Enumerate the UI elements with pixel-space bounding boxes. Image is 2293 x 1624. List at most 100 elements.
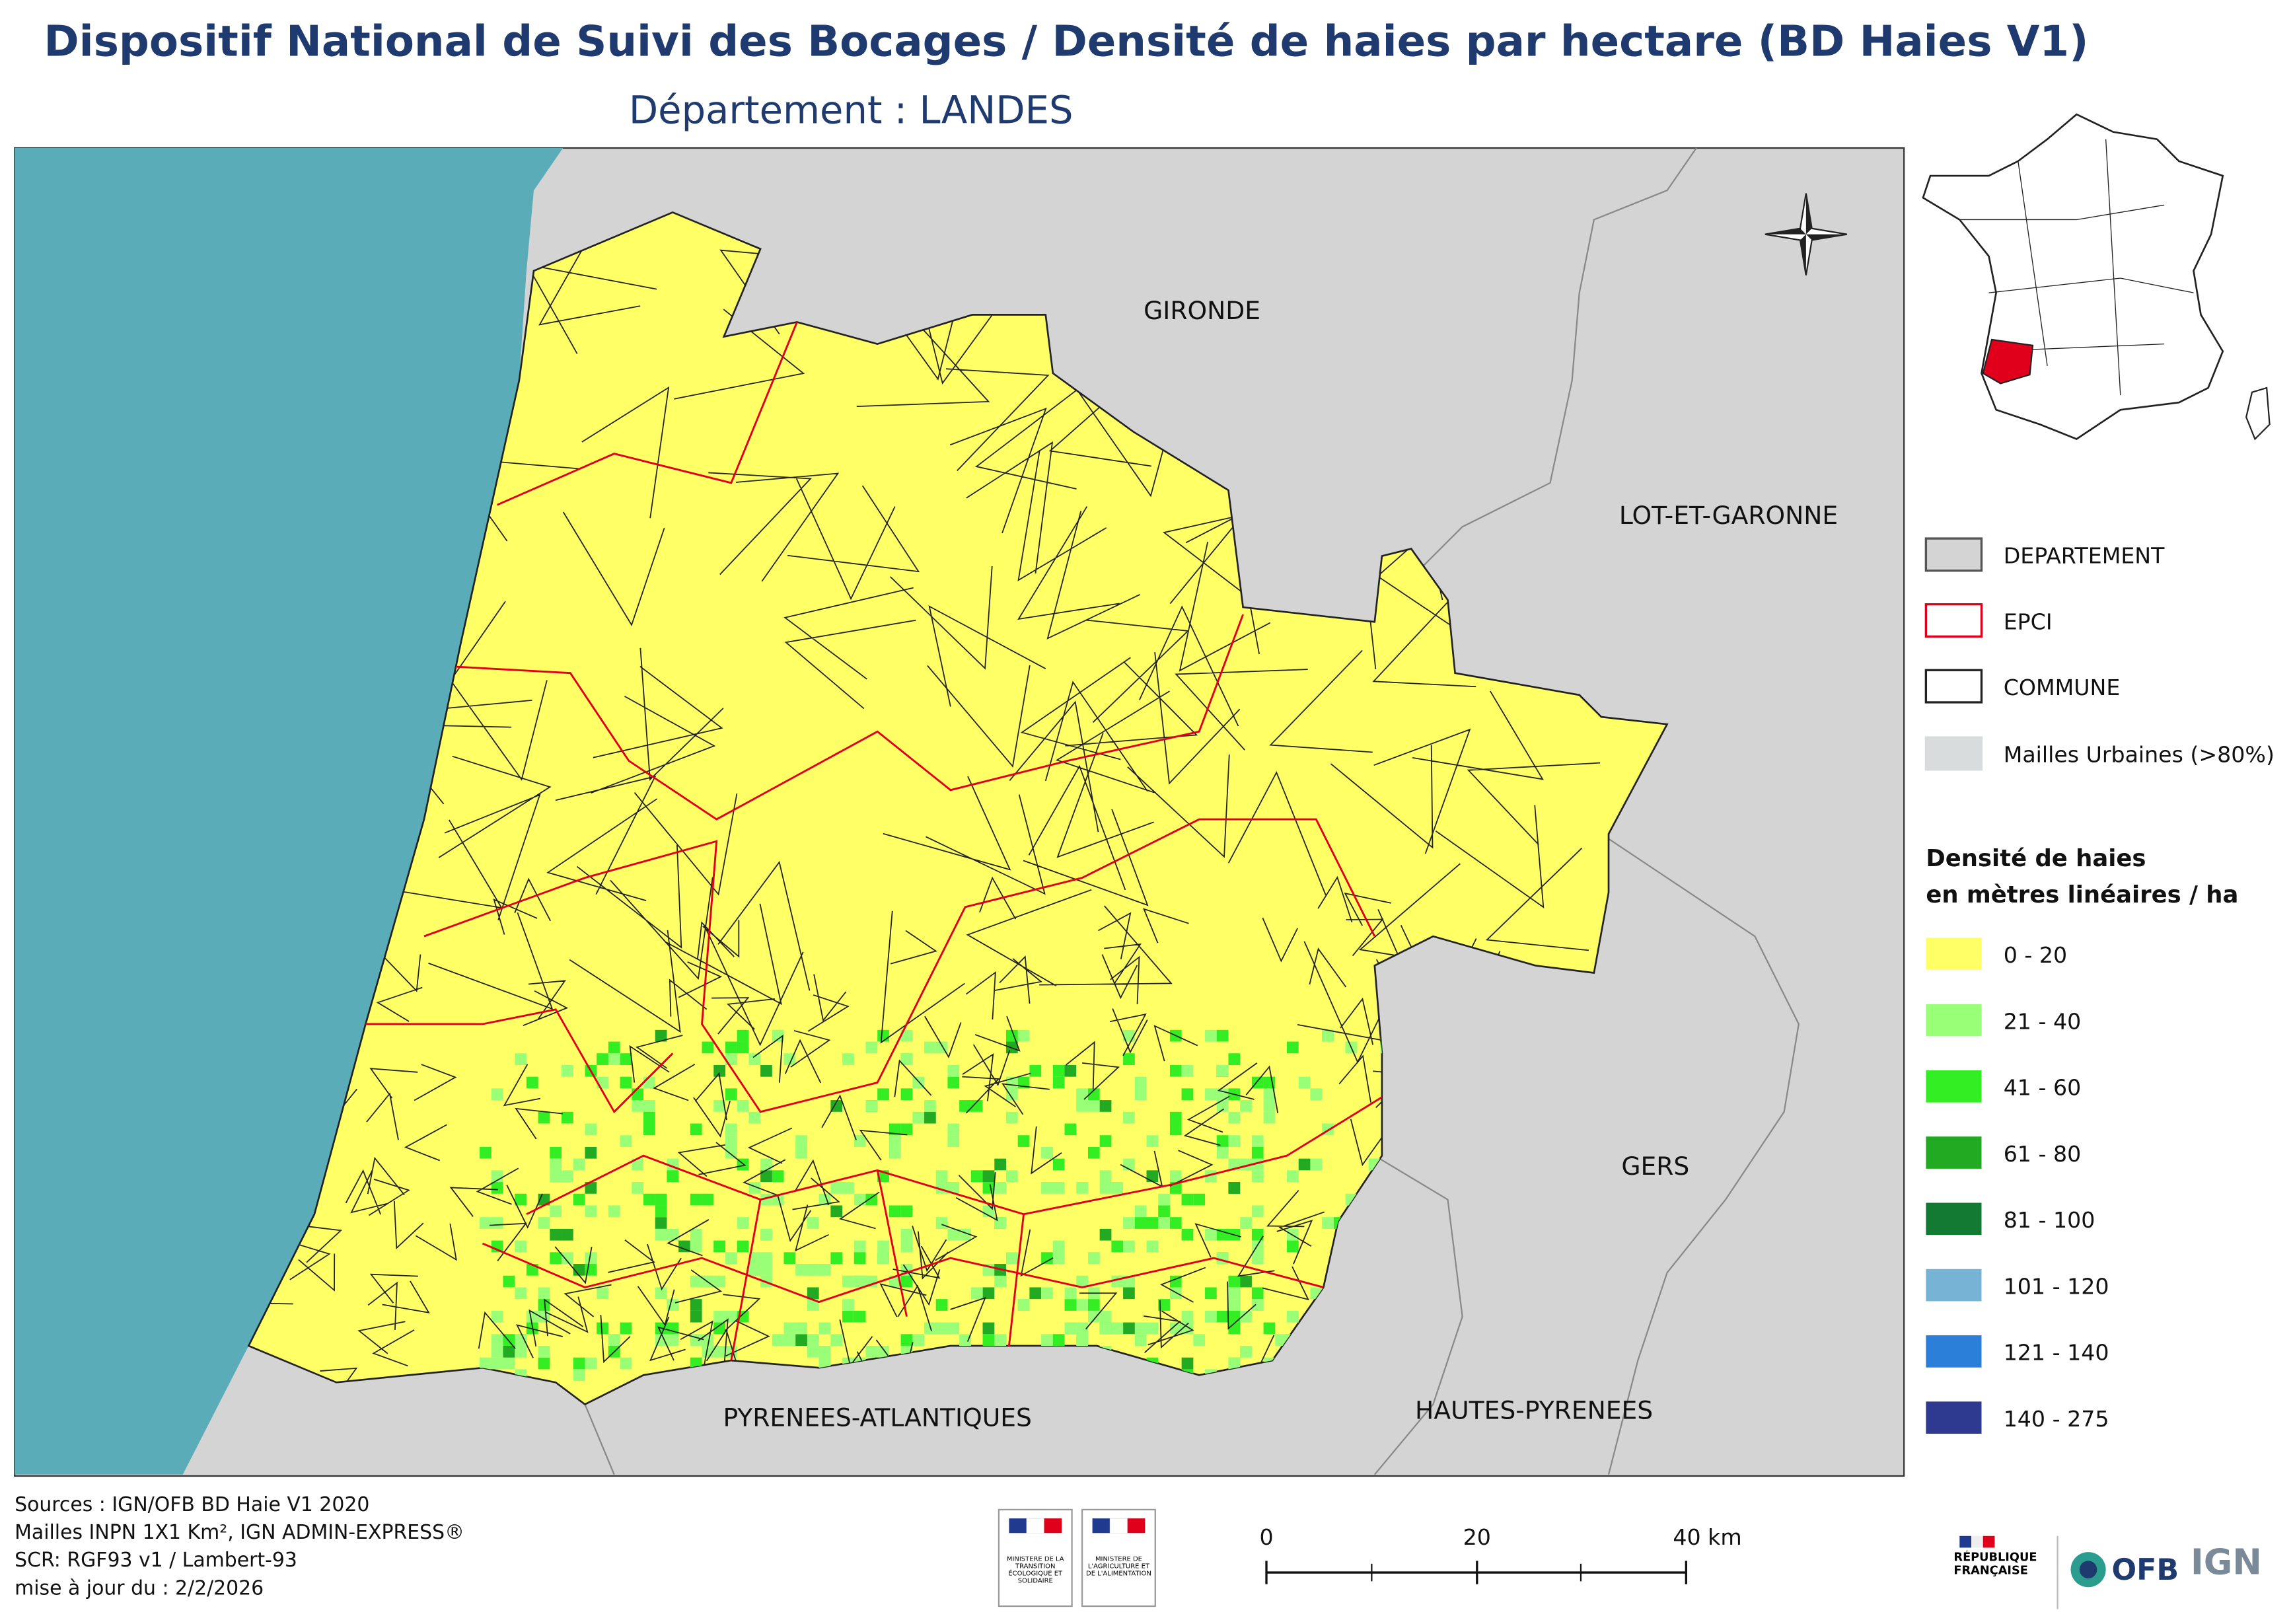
density-cell <box>1181 1310 1194 1323</box>
density-cell <box>713 1064 725 1077</box>
density-cell <box>1064 1299 1077 1311</box>
density-cell <box>842 1275 854 1288</box>
density-cell <box>491 1217 503 1229</box>
density-cell <box>842 1182 854 1194</box>
density-cell <box>1240 1310 1252 1323</box>
density-cell <box>643 1100 655 1112</box>
density-cell <box>643 1123 655 1136</box>
density-cell <box>1099 1100 1112 1112</box>
density-cell <box>1005 1088 1018 1101</box>
density-cell <box>690 1275 702 1288</box>
source-line: Mailles INPN 1X1 Km², IGN ADMIN-EXPRESS® <box>15 1521 464 1544</box>
density-cell <box>1251 1146 1264 1159</box>
density-cell <box>970 1287 983 1300</box>
density-cell <box>690 1228 702 1241</box>
density-cell <box>515 1193 527 1206</box>
density-cell <box>690 1193 702 1206</box>
density-cell <box>819 1322 831 1335</box>
density-cell <box>1251 1135 1264 1147</box>
density-cell <box>643 1193 655 1206</box>
density-cell <box>655 1205 667 1218</box>
density-cell <box>1228 1182 1241 1194</box>
density-cell <box>900 1228 913 1241</box>
density-cell <box>1146 1135 1159 1147</box>
density-cell <box>562 1252 573 1265</box>
density-cell <box>1123 1053 1135 1065</box>
legend-swatch <box>1926 1070 1982 1103</box>
subtitle: Département : LANDES <box>629 88 1074 132</box>
density-cell <box>1029 1287 1042 1300</box>
density-cell <box>737 1240 749 1253</box>
density-cell <box>690 1240 702 1253</box>
density-cell <box>702 1334 714 1346</box>
density-cell <box>900 1240 913 1253</box>
density-cell <box>1169 1064 1182 1077</box>
density-cell <box>947 1228 960 1241</box>
density-cell <box>1216 1064 1229 1077</box>
density-cell <box>1076 1322 1088 1335</box>
density-cell <box>1205 1310 1217 1323</box>
density-cell <box>807 1217 819 1229</box>
density-cell <box>1111 1182 1124 1194</box>
legend-label: 81 - 100 <box>2004 1207 2095 1233</box>
density-cell <box>713 1322 725 1335</box>
density-cell <box>526 1076 538 1089</box>
density-cell <box>1087 1299 1100 1311</box>
density-cell <box>1087 1088 1100 1101</box>
density-cell <box>1298 1158 1311 1171</box>
map-label: HAUTES-PYRENEES <box>1415 1396 1653 1425</box>
density-cell <box>1193 1334 1206 1346</box>
density-cell <box>1041 1182 1053 1194</box>
density-cell <box>713 1345 725 1358</box>
density-cell <box>573 1158 585 1171</box>
density-cell <box>503 1345 515 1358</box>
density-cell <box>795 1322 807 1335</box>
density-cell <box>538 1345 550 1358</box>
density-cell <box>620 1053 632 1065</box>
legend-title: en mètres linéaires / ha <box>1926 881 2238 908</box>
density-cell <box>1134 1205 1147 1218</box>
density-cell <box>608 1205 620 1218</box>
density-cell <box>632 1182 644 1194</box>
density-cell <box>550 1252 562 1265</box>
density-cell <box>1228 1135 1241 1147</box>
legend-swatch <box>1926 938 1982 971</box>
density-cell <box>538 1111 550 1124</box>
density-cell <box>760 1252 772 1265</box>
ministry-logos: MINISTÈRE DE LA TRANSITION ÉCOLOGIQUE ET… <box>998 1508 1156 1607</box>
density-cell <box>1298 1076 1311 1089</box>
density-cell <box>1228 1053 1241 1065</box>
legend-swatch <box>1924 603 1983 638</box>
density-cell <box>1052 1334 1065 1346</box>
density-cell <box>620 1357 632 1370</box>
density-cell <box>1251 1170 1264 1183</box>
density-cell <box>947 1182 960 1194</box>
density-cell <box>737 1041 749 1054</box>
density-cell <box>772 1029 784 1042</box>
logo-text: MINISTÈRE DE L'AGRICULTURE ET DE L'ALIME… <box>1086 1556 1151 1578</box>
legend-label: 41 - 60 <box>2004 1075 2082 1101</box>
density-cell <box>982 1170 995 1183</box>
density-cell <box>1287 1170 1299 1183</box>
density-cell <box>1181 1357 1194 1370</box>
density-cell <box>1076 1334 1088 1346</box>
density-cell <box>1123 1322 1135 1335</box>
source-line: Sources : IGN/OFB BD Haie V1 2020 <box>15 1493 369 1516</box>
logo-text: IGN <box>2191 1541 2262 1582</box>
density-cell <box>1181 1064 1194 1077</box>
density-cell <box>620 1135 632 1147</box>
density-cell <box>865 1193 878 1206</box>
density-cell <box>807 1334 819 1346</box>
density-cell <box>783 1252 796 1265</box>
density-cell <box>772 1170 784 1183</box>
source-line: mise à jour du : 2/2/2026 <box>15 1576 264 1600</box>
density-cell <box>994 1334 1006 1346</box>
density-cell <box>900 1088 913 1101</box>
density-cell <box>655 1193 667 1206</box>
density-cell <box>924 1100 936 1112</box>
density-cell <box>924 1111 936 1124</box>
density-cell <box>982 1287 995 1300</box>
density-cell <box>1158 1299 1170 1311</box>
legend-swatch <box>1926 1136 1982 1169</box>
